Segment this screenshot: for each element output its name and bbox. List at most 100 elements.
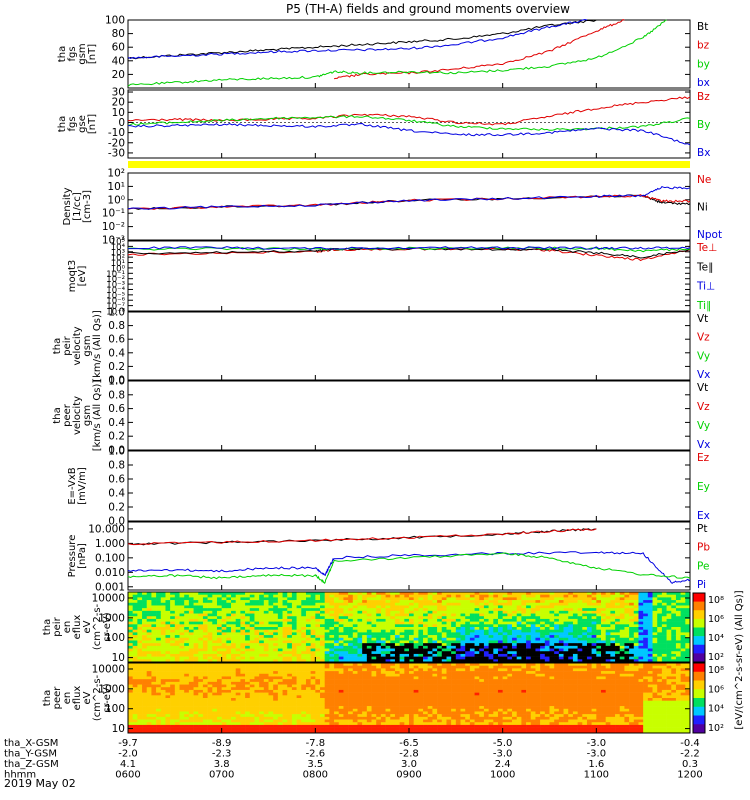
heatmap-cell [305, 730, 311, 734]
heatmap-cell [305, 627, 311, 630]
heatmap-cell [334, 673, 340, 677]
heatmap-cell [263, 643, 269, 647]
heatmap-cell [338, 714, 344, 718]
heatmap-cell [216, 714, 222, 718]
heatmap-cell [348, 594, 354, 598]
heatmap-cell [315, 668, 321, 672]
heatmap-cell [128, 592, 133, 595]
heatmap-cell [324, 671, 330, 675]
heatmap-cell [643, 640, 649, 644]
heatmap-cell [540, 627, 546, 630]
heatmap-cell [385, 695, 391, 699]
heatmap-cell [193, 605, 199, 609]
heatmap-cell [226, 618, 232, 622]
heatmap-cell [380, 671, 386, 675]
heatmap-cell [352, 711, 358, 715]
heatmap-cell [619, 656, 625, 660]
heatmap-cell [263, 651, 269, 655]
heatmap-cell [174, 645, 180, 649]
heatmap-cell [245, 613, 251, 617]
heatmap-cell [366, 645, 372, 649]
heatmap-cell [142, 671, 148, 675]
heatmap-cell [572, 608, 578, 612]
heatmap-cell [671, 653, 677, 657]
heatmap-cell [348, 613, 354, 617]
heatmap-cell [329, 618, 335, 622]
heatmap-cell [305, 724, 311, 728]
heatmap-cell [324, 730, 330, 734]
heatmap-cell [240, 643, 246, 647]
heatmap-cell [329, 692, 335, 696]
heatmap-cell [666, 605, 672, 609]
heatmap-cell [441, 635, 447, 639]
heatmap-cell [535, 645, 541, 649]
heatmap-cell [320, 645, 325, 649]
heatmap-cell [212, 722, 218, 726]
heatmap-cell [343, 648, 349, 652]
heatmap-cell [601, 618, 606, 622]
heatmap-cell [188, 621, 194, 625]
heatmap-cell [310, 676, 316, 680]
heatmap-cell [146, 613, 152, 617]
heatmap-cell [151, 708, 157, 712]
heatmap-cell [390, 714, 396, 718]
heatmap-cell [202, 637, 208, 641]
heatmap-cell [174, 716, 180, 720]
heatmap-cell [544, 616, 550, 620]
heatmap-cell [165, 665, 171, 669]
heatmap-cell [212, 711, 218, 715]
heatmap-cell [554, 621, 560, 625]
heatmap-cell [629, 605, 635, 609]
heatmap-cell [394, 722, 400, 726]
heatmap-cell [366, 668, 372, 672]
heatmap-cell [156, 708, 162, 712]
heatmap-cell [142, 616, 148, 620]
heatmap-cell [179, 640, 185, 644]
heatmap-cell [675, 594, 681, 598]
heatmap-cell [483, 635, 489, 639]
heatmap-cell [455, 597, 461, 601]
heatmap-cell [390, 692, 396, 696]
heatmap-cell [380, 698, 386, 701]
heatmap-cell [179, 714, 185, 718]
heatmap-cell [685, 624, 691, 628]
heatmap-cell [268, 608, 274, 612]
heatmap-cell [404, 592, 410, 595]
heatmap-cell [128, 689, 133, 693]
heatmap-cell [362, 698, 368, 701]
heatmap-cell [212, 700, 218, 704]
heatmap-cell [202, 640, 208, 644]
heatmap-cell [540, 632, 546, 636]
heatmap-cell [198, 687, 204, 691]
heatmap-cell [291, 640, 297, 644]
heatmap-cell [437, 645, 443, 649]
heatmap-cell [390, 656, 396, 660]
heatmap-cell [146, 653, 152, 657]
heatmap-cell [277, 671, 283, 675]
heatmap-cell [680, 621, 686, 625]
y-axis-label: gsm [82, 335, 93, 356]
heatmap-cell [685, 608, 691, 612]
heatmap-cell [132, 681, 138, 685]
heatmap-cell [357, 711, 363, 715]
heatmap-cell [263, 722, 269, 726]
heatmap-cell [638, 616, 644, 620]
heatmap-cell [577, 656, 583, 660]
heatmap-cell [324, 613, 330, 617]
heatmap-cell [198, 659, 204, 663]
heatmap-cell [287, 706, 293, 710]
heatmap-cell [666, 643, 672, 647]
heatmap-cell [151, 668, 157, 672]
heatmap-cell [615, 640, 621, 644]
heatmap-cell [128, 692, 133, 696]
heatmap-cell [371, 621, 377, 625]
heatmap-cell [268, 663, 274, 666]
heatmap-cell [202, 653, 208, 657]
heatmap-cell [320, 689, 325, 693]
heatmap-cell [380, 708, 386, 712]
heatmap-cell [226, 711, 232, 715]
heatmap-cell [216, 706, 222, 710]
heatmap-cell [137, 637, 143, 641]
heatmap-cell [188, 627, 194, 630]
heatmap-cell [357, 618, 363, 622]
